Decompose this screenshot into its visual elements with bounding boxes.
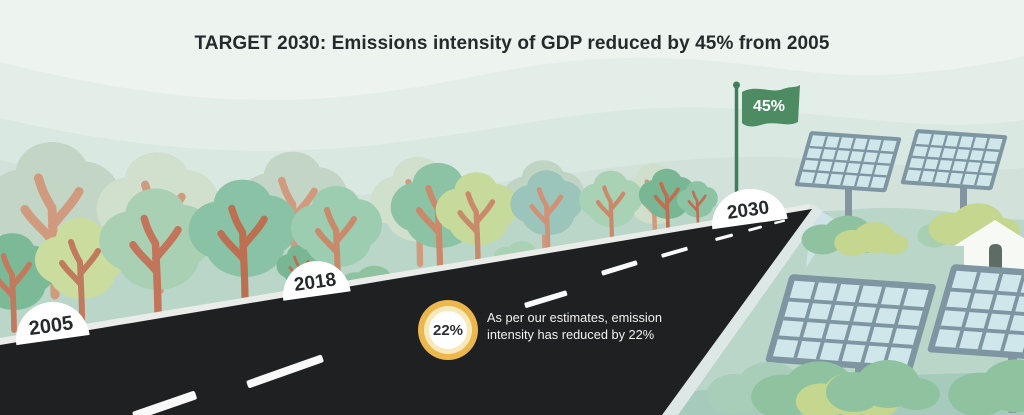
- solar-panel-1: [793, 128, 903, 195]
- house-door: [989, 244, 1002, 272]
- road-edge-stripe-right: [662, 204, 823, 415]
- solar-farm: [707, 126, 1024, 415]
- progress-badge-ring: 22%: [424, 306, 472, 354]
- estimate-annotation-line2: intensity has reduced by 22%: [487, 327, 655, 342]
- estimate-annotation: As per our estimates, emission intensity…: [487, 309, 672, 343]
- road: [0, 204, 823, 415]
- progress-badge-label: 22%: [432, 321, 464, 339]
- solar-panel-2: [899, 126, 1009, 193]
- flag-pole: [733, 81, 740, 206]
- progress-badge-core: 22%: [429, 311, 467, 349]
- lane-dashes: [132, 219, 786, 415]
- estimate-annotation-line1: As per our estimates, emission: [487, 310, 662, 325]
- progress-badge: 22%: [418, 300, 478, 360]
- road-edge-stripe-left: [0, 204, 812, 346]
- target-flag: 45%: [733, 78, 805, 208]
- flag-icon: [742, 85, 800, 127]
- target-flag-label: 45%: [752, 98, 786, 115]
- solar-panel-3: [762, 270, 939, 376]
- road-surface: [0, 209, 812, 415]
- page-title: TARGET 2030: Emissions intensity of GDP …: [194, 33, 830, 54]
